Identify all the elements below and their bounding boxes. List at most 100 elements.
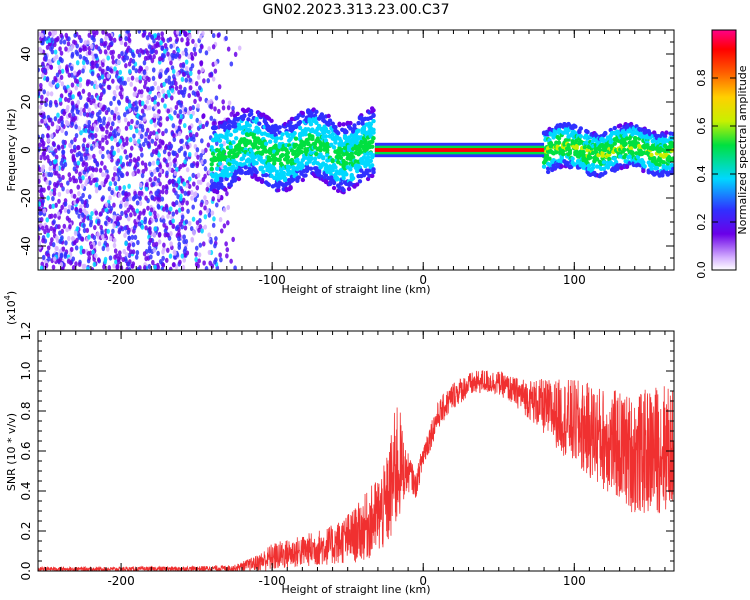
spectral-signal-cell: [348, 120, 353, 126]
spectral-noise-cell: [82, 222, 86, 229]
spectral-noise-cell: [112, 37, 117, 43]
spectral-noise-cell: [105, 123, 109, 129]
spectral-noise-cell: [38, 146, 41, 153]
spectral-signal-cell: [368, 158, 374, 164]
colorbar-tick-label: 0.4: [695, 165, 708, 183]
spectral-noise-cell: [154, 49, 159, 55]
spectral-noise-cell: [125, 201, 129, 207]
spectral-noise-cell: [129, 145, 134, 151]
spectral-noise-cell: [185, 250, 190, 256]
spectral-signal-cell: [213, 125, 219, 131]
spectral-noise-cell: [142, 265, 147, 270]
spectral-noise-cell: [55, 124, 60, 130]
spectral-noise-cell: [195, 220, 200, 226]
spectral-noise-cell: [131, 171, 135, 177]
spectral-noise-cell: [137, 190, 142, 196]
spectral-noise-cell: [128, 68, 132, 75]
spectral-noise-cell: [162, 222, 166, 228]
spectral-noise-cell: [169, 43, 173, 49]
spectral-signal-cell: [282, 178, 288, 183]
colorbar-tick-label: 0.0: [695, 261, 708, 279]
spectral-noise-cell: [64, 130, 69, 136]
spectral-noise-cell: [46, 137, 51, 143]
spectral-noise-cell: [180, 138, 184, 144]
spectral-signal-cell: [308, 157, 314, 162]
spectral-noise-cell: [152, 232, 157, 238]
spectral-signal-cell: [323, 172, 329, 178]
spectral-signal-cell: [348, 126, 353, 131]
spectral-noise-cell: [196, 172, 201, 178]
spectral-noise-cell: [54, 154, 59, 160]
spectral-noise-cell: [169, 143, 174, 149]
spectral-signal-cell: [312, 156, 318, 161]
spectral-signal-cell: [545, 166, 551, 171]
spectral-noise-cell: [100, 160, 104, 166]
spectral-noise-cell: [78, 208, 83, 214]
colorbar-gradient: [711, 29, 737, 271]
spectral-noise-cell: [59, 39, 63, 45]
spectral-noise-cell: [147, 44, 152, 50]
spectral-noise-cell: [103, 256, 108, 262]
spectral-noise-cell: [147, 143, 151, 149]
spectral-noise-cell: [90, 173, 94, 179]
spectral-signal-cell: [566, 143, 571, 148]
spectral-noise-cell: [102, 104, 106, 110]
spectral-noise-cell: [151, 149, 156, 155]
spectral-noise-cell: [50, 49, 55, 55]
spectral-noise-cell: [70, 100, 75, 106]
spectral-noise-cell: [76, 145, 80, 151]
spectral-noise-cell: [191, 38, 195, 44]
spectral-noise-cell: [231, 105, 235, 112]
spectral-noise-cell: [48, 166, 53, 172]
spectral-noise-cell: [175, 30, 180, 35]
spectral-noise-cell: [44, 97, 49, 103]
spectral-noise-cell: [196, 103, 200, 109]
spectral-noise-cell: [44, 224, 49, 231]
spectral-signal-cell: [588, 155, 593, 160]
spectral-noise-cell: [187, 151, 192, 158]
spectral-signal-cell: [266, 182, 272, 188]
spectral-noise-cell: [172, 187, 176, 193]
spectral-noise-cell: [51, 196, 55, 202]
spectral-signal-cell: [228, 182, 233, 188]
spectral-signal-cell: [314, 152, 319, 157]
spectral-signal-cell: [369, 144, 375, 149]
spectral-noise-cell: [160, 189, 165, 195]
spectral-noise-cell: [174, 166, 179, 173]
spectral-noise-cell: [98, 102, 103, 108]
spectral-signal-cell: [333, 124, 338, 130]
spectral-noise-cell: [106, 153, 111, 159]
spectral-noise-cell: [76, 160, 81, 166]
spectral-noise-cell: [183, 106, 188, 113]
spectral-noise-cell: [114, 175, 119, 181]
spectral-noise-cell: [153, 95, 158, 101]
spectral-noise-cell: [160, 196, 165, 202]
spectral-noise-cell: [226, 105, 231, 111]
spectral-noise-cell: [180, 188, 185, 194]
spectral-noise-cell: [124, 251, 129, 258]
spectral-noise-cell: [137, 221, 142, 227]
spectral-noise-cell: [101, 171, 105, 178]
spectral-signal-cell: [635, 154, 641, 160]
spectral-noise-cell: [153, 226, 158, 232]
spectral-noise-cell: [53, 158, 58, 164]
spectral-noise-cell: [198, 34, 203, 40]
spectral-noise-cell: [193, 197, 198, 203]
spectral-noise-cell: [115, 263, 120, 269]
spectral-signal-cell: [231, 140, 236, 145]
spectral-signal-cell: [248, 111, 254, 117]
spectral-noise-cell: [147, 161, 152, 167]
spectral-noise-cell: [161, 249, 165, 255]
spectral-signal-cell: [371, 118, 376, 124]
spectral-noise-cell: [131, 249, 136, 255]
spectral-noise-cell: [93, 253, 98, 259]
spectral-noise-cell: [140, 127, 145, 133]
spectral-noise-cell: [79, 245, 84, 251]
spectral-noise-cell: [221, 105, 226, 111]
spectral-noise-cell: [156, 203, 161, 209]
spectral-noise-cell: [110, 109, 114, 115]
spectral-noise-cell: [184, 77, 189, 83]
spectral-noise-cell: [217, 108, 221, 114]
spectral-signal-cell: [231, 164, 236, 169]
spectral-noise-cell: [181, 92, 186, 98]
